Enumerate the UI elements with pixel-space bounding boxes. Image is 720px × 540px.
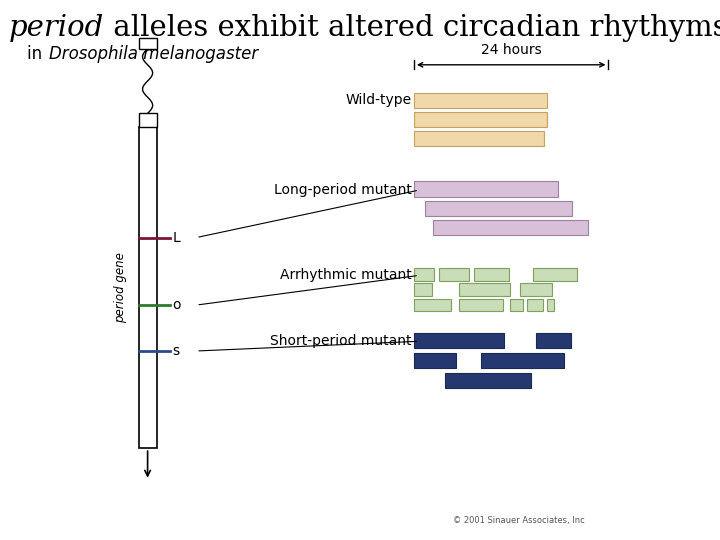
Bar	[425, 201, 572, 216]
Bar	[414, 268, 434, 281]
Text: L: L	[173, 231, 180, 245]
Bar	[138, 127, 157, 448]
Text: period: period	[9, 14, 104, 42]
Bar	[520, 284, 552, 296]
Bar	[439, 268, 469, 281]
Text: Arrhythmic mutant: Arrhythmic mutant	[280, 268, 412, 282]
Bar	[414, 353, 456, 368]
Text: alleles exhibit altered circadian rhythyms: alleles exhibit altered circadian rhythy…	[104, 14, 720, 42]
Bar	[138, 113, 157, 127]
Text: in: in	[27, 45, 48, 63]
Bar	[414, 181, 558, 197]
Bar	[414, 299, 451, 311]
Bar	[536, 333, 571, 348]
Bar	[414, 131, 544, 146]
Bar	[459, 299, 503, 311]
Text: s: s	[173, 344, 179, 358]
Bar	[414, 93, 547, 108]
Bar	[481, 353, 564, 368]
Bar	[414, 112, 547, 127]
Text: period gene: period gene	[114, 252, 127, 323]
Bar	[459, 284, 510, 296]
Bar	[527, 299, 543, 311]
Bar	[433, 220, 588, 235]
Bar	[474, 268, 509, 281]
Bar	[414, 333, 504, 348]
Bar	[414, 284, 432, 296]
Text: Drosophila melanogaster: Drosophila melanogaster	[49, 45, 258, 63]
Bar	[547, 299, 554, 311]
Bar	[510, 299, 523, 311]
Text: 24 hours: 24 hours	[481, 43, 541, 57]
Bar	[138, 38, 157, 49]
Text: Wild-type: Wild-type	[346, 93, 412, 107]
Text: © 2001 Sinauer Associates, Inc: © 2001 Sinauer Associates, Inc	[453, 516, 584, 525]
Bar	[533, 268, 577, 281]
Bar	[445, 373, 531, 388]
Text: Short-period mutant: Short-period mutant	[270, 334, 412, 348]
Text: Long-period mutant: Long-period mutant	[274, 183, 412, 197]
Text: o: o	[173, 298, 181, 312]
